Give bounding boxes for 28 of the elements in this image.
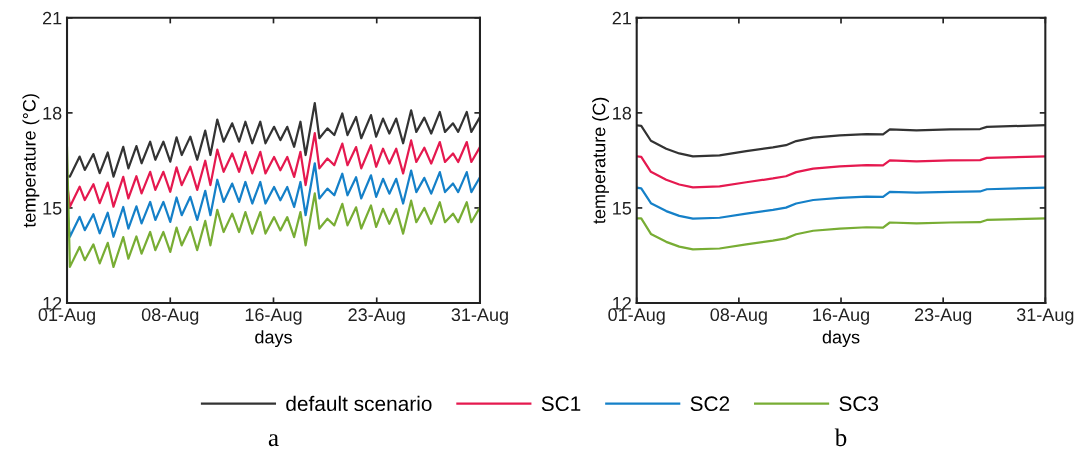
text: b (834, 428, 847, 447)
legend-label: SC1 (541, 396, 581, 412)
y-tick-label: 21 (42, 11, 62, 25)
y-tick-label: 12 (613, 296, 631, 310)
y-tick-label: 12 (43, 296, 62, 310)
y-tick-label: 15 (43, 202, 62, 215)
x-tick-label: 16-Aug (813, 308, 869, 325)
x-tick-label: 23-Aug (914, 308, 972, 325)
text: a (268, 434, 279, 447)
x-axis-title: days (255, 330, 292, 348)
legend-label: default scenario (286, 395, 432, 412)
x-tick-label: 01-Aug (38, 308, 95, 325)
legend-label: SC3 (839, 396, 879, 412)
x-axis-title: days (822, 330, 860, 348)
y-tick-label: 18 (43, 106, 62, 120)
x-tick-label: 08-Aug (141, 308, 199, 325)
x-tick-label: 01-Aug (608, 308, 665, 325)
y-tick-label: 18 (613, 106, 632, 120)
x-tick-label: 31-Aug (1016, 308, 1074, 325)
x-tick-label: 23-Aug (348, 308, 405, 325)
y-axis-title: temperature (°C) (22, 94, 40, 228)
y-tick-label: 21 (612, 11, 631, 25)
x-tick-label: 31-Aug (451, 308, 508, 325)
legend-label: SC2 (690, 396, 730, 412)
x-tick-label: 16-Aug (245, 308, 302, 325)
x-tick-label: 08-Aug (710, 308, 767, 325)
y-axis-title: temperature (C) (592, 97, 609, 224)
y-tick-label: 15 (613, 202, 632, 215)
